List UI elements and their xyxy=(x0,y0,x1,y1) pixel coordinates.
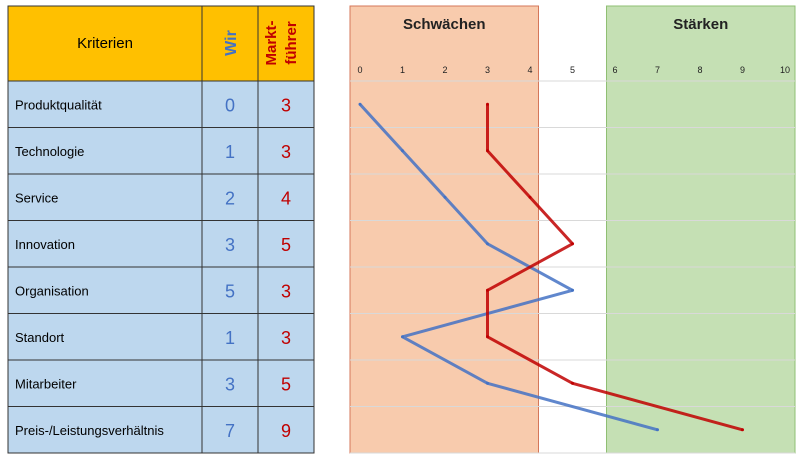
x-tick-label: 3 xyxy=(485,65,490,75)
leader-cell xyxy=(257,313,315,361)
us-value: 5 xyxy=(225,281,235,301)
row-label: Technologie xyxy=(15,144,84,159)
leader-value: 3 xyxy=(281,281,291,301)
band-label: Schwächen xyxy=(403,16,486,33)
table-row xyxy=(7,220,203,268)
leader-cell xyxy=(257,220,315,268)
table-row xyxy=(7,127,203,175)
row-label: Organisation xyxy=(15,283,89,298)
header-leader-cell xyxy=(257,5,315,82)
data-point xyxy=(401,149,404,153)
leader-cell xyxy=(257,266,315,314)
row-label: Innovation xyxy=(15,237,75,252)
data-point xyxy=(486,102,489,106)
row-label: Produktqualität xyxy=(15,97,102,112)
data-point xyxy=(401,335,404,339)
leader-value: 3 xyxy=(281,142,291,162)
data-point xyxy=(571,381,574,385)
row-label: Mitarbeiter xyxy=(15,376,77,391)
row-label: Standort xyxy=(15,330,65,345)
data-point xyxy=(486,149,489,153)
data-point xyxy=(486,242,489,246)
table-rows: Produktqualität 0 3 Technologie 1 3 Service 2 4 I… xyxy=(7,6,315,454)
leader-value: 3 xyxy=(281,328,291,348)
header-leader-line2: führer xyxy=(283,21,300,65)
data-point xyxy=(571,288,574,292)
leader-value: 4 xyxy=(281,188,291,208)
leader-cell xyxy=(257,80,315,128)
table-row xyxy=(7,266,203,314)
data-point xyxy=(443,195,447,199)
row-label: Service xyxy=(15,190,58,205)
us-cell xyxy=(201,127,259,175)
header-us: Wir xyxy=(223,30,240,56)
data-point xyxy=(486,335,489,339)
us-cell xyxy=(201,313,259,361)
data-point xyxy=(358,102,362,106)
x-tick-label: 10 xyxy=(780,65,790,75)
x-tick-label: 6 xyxy=(612,65,617,75)
data-point xyxy=(528,195,532,199)
us-cell xyxy=(201,80,259,128)
data-point xyxy=(656,428,659,432)
data-point xyxy=(486,381,489,385)
table-row xyxy=(7,80,203,128)
data-point xyxy=(571,242,574,246)
us-value: 3 xyxy=(225,235,235,255)
band-label: Stärken xyxy=(673,16,728,33)
table-row xyxy=(7,406,203,454)
x-tick-label: 1 xyxy=(400,65,405,75)
header-us-cell xyxy=(201,5,259,82)
x-tick-label: 7 xyxy=(655,65,660,75)
x-tick-label: 8 xyxy=(697,65,702,75)
row-label: Preis-/Leistungsverhältnis xyxy=(15,423,164,438)
table-row xyxy=(7,359,203,407)
leader-cell xyxy=(257,406,315,454)
leader-value: 5 xyxy=(281,374,291,394)
x-tick-label: 5 xyxy=(570,65,575,75)
table-row xyxy=(7,313,203,361)
data-point xyxy=(741,428,744,432)
us-value: 1 xyxy=(225,142,235,162)
x-tick-label: 4 xyxy=(527,65,532,75)
us-value: 7 xyxy=(225,421,235,441)
x-tick-label: 2 xyxy=(442,65,447,75)
x-tick-label: 0 xyxy=(357,65,362,75)
header-criteria: Kriterien xyxy=(77,35,133,52)
us-cell xyxy=(201,220,259,268)
us-cell xyxy=(201,406,259,454)
leader-value: 9 xyxy=(281,421,291,441)
leader-value: 3 xyxy=(281,95,291,115)
header-criteria-cell xyxy=(7,5,203,82)
leader-cell xyxy=(257,173,315,221)
us-value: 0 xyxy=(225,95,235,115)
x-tick-layer: 0 1 2 3 4 5 6 7 8 9 10 xyxy=(357,65,790,75)
data-point xyxy=(486,288,489,292)
x-tick-label: 9 xyxy=(740,65,745,75)
header-leader-line1: Markt- xyxy=(263,20,280,65)
us-value: 3 xyxy=(225,374,235,394)
us-value: 1 xyxy=(225,328,235,348)
series-line-leader xyxy=(486,104,743,432)
table-row xyxy=(7,173,203,221)
leader-value: 5 xyxy=(281,235,291,255)
series-layer xyxy=(358,102,744,432)
us-value: 2 xyxy=(225,188,235,208)
